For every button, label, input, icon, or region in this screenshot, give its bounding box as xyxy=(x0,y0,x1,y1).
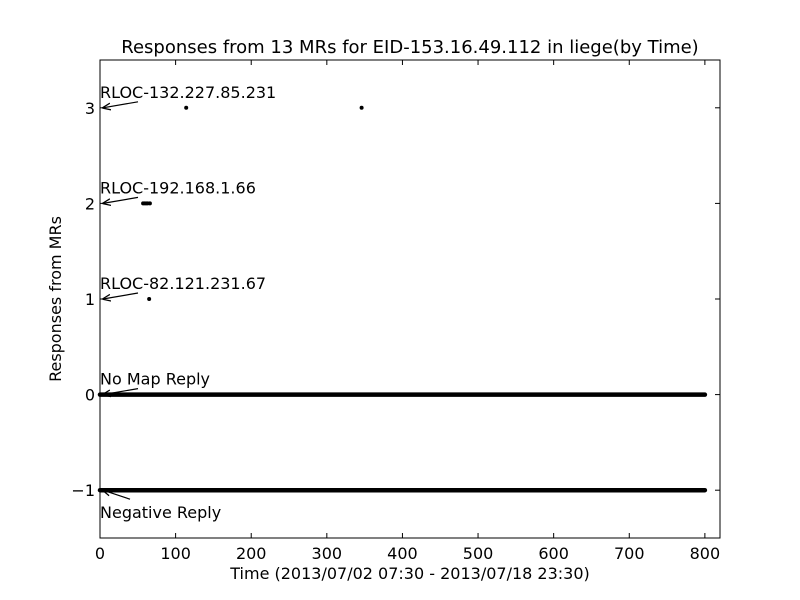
x-tick-label-0: 0 xyxy=(95,544,105,563)
annotation-arrow-4 xyxy=(103,490,131,500)
data-point-0-0-1 xyxy=(359,105,364,110)
annotation-label-2: RLOC-82.121.231.67 xyxy=(100,274,266,293)
data-point-0-0-0 xyxy=(184,105,189,110)
annotations: RLOC-132.227.85.231 RLOC-192.168.1.66 RLOC… xyxy=(100,83,276,522)
data-point-0-4-2 xyxy=(146,488,151,493)
annotation-label-1: RLOC-192.168.1.66 xyxy=(100,178,256,197)
x-tick-label-4: 400 xyxy=(387,544,418,563)
annotation-arrow-2 xyxy=(103,292,139,299)
x-tick-label-2: 200 xyxy=(236,544,267,563)
plot-area xyxy=(97,105,708,493)
annotation-label-4: Negative Reply xyxy=(100,503,221,522)
y-tick-label-2: 1 xyxy=(85,290,95,309)
y-tick-label-0: −1 xyxy=(71,481,95,500)
y-tick-label-1: 0 xyxy=(85,386,95,405)
data-point-0-2-0 xyxy=(147,297,152,301)
annotation-arrow-3 xyxy=(103,388,139,395)
x-tick-label-7: 700 xyxy=(614,544,645,563)
data-point-0-1-4 xyxy=(147,201,152,206)
data-point-0-4-1 xyxy=(143,488,148,493)
annotation-label-3: No Map Reply xyxy=(100,370,210,389)
y-tick-label-3: 2 xyxy=(85,194,95,213)
data-point-0-4-3 xyxy=(184,488,189,493)
y-axis-label: Responses from MRs xyxy=(46,216,65,382)
x-tick-label-5: 500 xyxy=(463,544,494,563)
x-tick-label-6: 600 xyxy=(538,544,569,563)
axis-ticks: 0 100 200 300 400 500 600 700 800 −1 0 1 2 3 xyxy=(71,60,720,563)
y-tick-label-4: 3 xyxy=(85,99,95,118)
x-axis-label: Time (2013/07/02 07:30 - 2013/07/18 23:3… xyxy=(229,564,590,583)
x-tick-label-8: 800 xyxy=(690,544,721,563)
plot-frame xyxy=(99,59,721,539)
data-point-0-4-0 xyxy=(140,488,145,493)
annotation-label-0: RLOC-132.227.85.231 xyxy=(100,83,276,102)
x-tick-label-1: 100 xyxy=(160,544,191,563)
x-tick-label-3: 300 xyxy=(312,544,343,563)
annotation-arrow-0 xyxy=(103,101,139,108)
annotation-arrow-1 xyxy=(103,196,139,203)
chart-title: Responses from 13 MRs for EID-153.16.49.… xyxy=(121,37,698,58)
